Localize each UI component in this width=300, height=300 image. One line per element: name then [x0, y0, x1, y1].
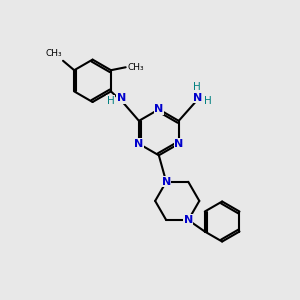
Text: H: H: [204, 96, 212, 106]
Text: CH₃: CH₃: [127, 63, 144, 72]
Text: N: N: [117, 94, 126, 103]
Text: N: N: [193, 93, 202, 103]
Text: H: H: [107, 96, 115, 106]
Text: N: N: [154, 104, 164, 114]
Text: N: N: [162, 177, 171, 187]
Text: N: N: [174, 139, 183, 149]
Text: N: N: [134, 139, 144, 149]
Text: N: N: [184, 215, 193, 225]
Text: CH₃: CH₃: [45, 50, 62, 58]
Text: H: H: [194, 82, 201, 92]
